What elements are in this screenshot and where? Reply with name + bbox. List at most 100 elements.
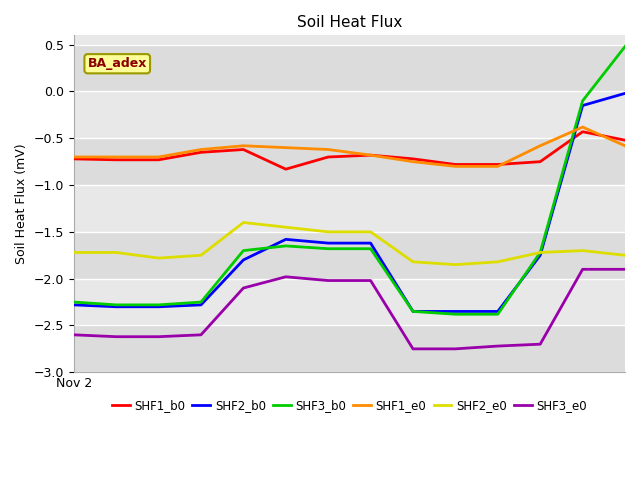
SHF2_b0: [70, 302, 77, 308]
Bar: [74, 138, 625, 185]
SHF1_b0: [579, 129, 586, 134]
SHF1_b0: [70, 156, 77, 162]
SHF2_b0: [536, 252, 544, 258]
SHF2_b0: [282, 237, 290, 242]
SHF1_e0: [494, 164, 502, 169]
SHF3_b0: [239, 248, 247, 253]
SHF3_b0: [452, 312, 460, 317]
SHF1_e0: [239, 143, 247, 149]
SHF3_e0: [239, 285, 247, 291]
SHF3_e0: [409, 346, 417, 352]
SHF3_b0: [536, 250, 544, 255]
SHF1_e0: [70, 154, 77, 160]
SHF2_b0: [155, 304, 163, 310]
Line: SHF1_e0: SHF1_e0: [74, 127, 625, 167]
SHF2_e0: [155, 255, 163, 261]
SHF1_b0: [113, 157, 120, 163]
SHF3_e0: [197, 332, 205, 338]
SHF2_e0: [494, 259, 502, 264]
Line: SHF3_b0: SHF3_b0: [74, 47, 625, 314]
SHF2_b0: [367, 240, 374, 246]
SHF3_e0: [324, 277, 332, 283]
SHF2_e0: [409, 259, 417, 264]
SHF3_e0: [536, 341, 544, 347]
SHF2_b0: [113, 304, 120, 310]
SHF3_e0: [621, 266, 629, 272]
SHF1_b0: [239, 146, 247, 152]
SHF3_e0: [579, 266, 586, 272]
SHF1_b0: [409, 156, 417, 162]
SHF1_e0: [409, 159, 417, 165]
SHF1_e0: [579, 124, 586, 130]
SHF1_b0: [367, 152, 374, 158]
SHF1_e0: [452, 164, 460, 169]
SHF1_b0: [452, 162, 460, 168]
SHF3_b0: [409, 309, 417, 314]
Bar: [74, 279, 625, 325]
SHF2_e0: [621, 252, 629, 258]
SHF3_e0: [70, 332, 77, 338]
SHF3_e0: [282, 274, 290, 280]
SHF2_b0: [621, 91, 629, 96]
Bar: [74, 92, 625, 138]
SHF1_e0: [324, 146, 332, 152]
Line: SHF2_e0: SHF2_e0: [74, 223, 625, 264]
SHF2_e0: [324, 229, 332, 235]
SHF1_e0: [536, 143, 544, 149]
SHF2_e0: [239, 220, 247, 226]
SHF3_e0: [155, 334, 163, 339]
SHF1_e0: [367, 152, 374, 158]
Line: SHF3_e0: SHF3_e0: [74, 269, 625, 349]
SHF2_b0: [324, 240, 332, 246]
SHF2_e0: [536, 250, 544, 255]
SHF1_b0: [155, 157, 163, 163]
SHF1_b0: [282, 166, 290, 172]
SHF2_e0: [367, 229, 374, 235]
SHF2_b0: [239, 257, 247, 263]
Title: Soil Heat Flux: Soil Heat Flux: [297, 15, 402, 30]
SHF3_b0: [324, 246, 332, 252]
SHF2_b0: [409, 309, 417, 314]
SHF1_e0: [282, 145, 290, 151]
SHF3_b0: [367, 246, 374, 252]
SHF3_b0: [282, 243, 290, 249]
SHF3_b0: [70, 299, 77, 305]
SHF3_b0: [113, 302, 120, 308]
SHF3_e0: [113, 334, 120, 339]
SHF2_e0: [70, 250, 77, 255]
SHF2_e0: [197, 252, 205, 258]
SHF3_b0: [197, 299, 205, 305]
SHF1_b0: [324, 154, 332, 160]
SHF1_b0: [494, 162, 502, 168]
SHF1_e0: [155, 154, 163, 160]
SHF1_e0: [113, 154, 120, 160]
SHF3_b0: [621, 44, 629, 49]
SHF3_e0: [494, 343, 502, 349]
SHF3_b0: [494, 312, 502, 317]
SHF1_b0: [197, 149, 205, 155]
Bar: [74, 325, 625, 372]
SHF3_b0: [579, 98, 586, 104]
SHF2_e0: [452, 262, 460, 267]
SHF2_b0: [494, 309, 502, 314]
SHF1_b0: [621, 137, 629, 143]
Bar: [74, 185, 625, 232]
SHF3_e0: [452, 346, 460, 352]
SHF2_e0: [282, 224, 290, 230]
SHF1_b0: [536, 159, 544, 165]
Text: BA_adex: BA_adex: [88, 57, 147, 70]
SHF2_b0: [197, 302, 205, 308]
Bar: [74, 45, 625, 92]
Line: SHF1_b0: SHF1_b0: [74, 132, 625, 169]
Legend: SHF1_b0, SHF2_b0, SHF3_b0, SHF1_e0, SHF2_e0, SHF3_e0: SHF1_b0, SHF2_b0, SHF3_b0, SHF1_e0, SHF2…: [107, 395, 591, 417]
SHF2_e0: [579, 248, 586, 253]
Line: SHF2_b0: SHF2_b0: [74, 94, 625, 312]
Y-axis label: Soil Heat Flux (mV): Soil Heat Flux (mV): [15, 144, 28, 264]
SHF2_b0: [579, 103, 586, 108]
Bar: [74, 232, 625, 279]
SHF2_b0: [452, 309, 460, 314]
SHF3_b0: [155, 302, 163, 308]
SHF1_e0: [621, 143, 629, 149]
SHF2_e0: [113, 250, 120, 255]
SHF3_e0: [367, 277, 374, 283]
